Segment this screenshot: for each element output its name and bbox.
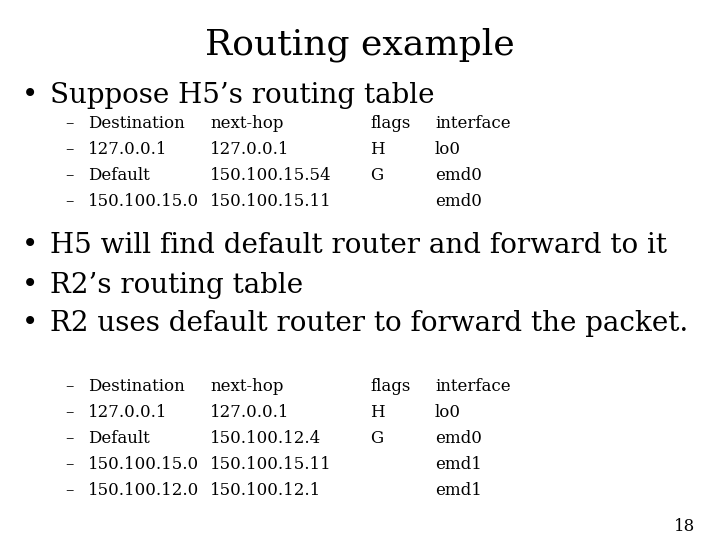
Text: Default: Default bbox=[88, 167, 150, 184]
Text: 150.100.12.1: 150.100.12.1 bbox=[210, 482, 321, 499]
Text: 127.0.0.1: 127.0.0.1 bbox=[88, 141, 168, 158]
Text: •: • bbox=[22, 310, 38, 337]
Text: –: – bbox=[65, 404, 73, 421]
Text: 127.0.0.1: 127.0.0.1 bbox=[210, 404, 289, 421]
Text: interface: interface bbox=[435, 115, 510, 132]
Text: 150.100.15.0: 150.100.15.0 bbox=[88, 456, 199, 473]
Text: lo0: lo0 bbox=[435, 404, 461, 421]
Text: Default: Default bbox=[88, 430, 150, 447]
Text: –: – bbox=[65, 456, 73, 473]
Text: Destination: Destination bbox=[88, 115, 185, 132]
Text: G: G bbox=[370, 167, 383, 184]
Text: next-hop: next-hop bbox=[210, 115, 284, 132]
Text: •: • bbox=[22, 82, 38, 109]
Text: flags: flags bbox=[370, 378, 410, 395]
Text: H: H bbox=[370, 404, 384, 421]
Text: 150.100.12.0: 150.100.12.0 bbox=[88, 482, 199, 499]
Text: •: • bbox=[22, 272, 38, 299]
Text: interface: interface bbox=[435, 378, 510, 395]
Text: Suppose H5’s routing table: Suppose H5’s routing table bbox=[50, 82, 434, 109]
Text: Routing example: Routing example bbox=[205, 28, 515, 63]
Text: next-hop: next-hop bbox=[210, 378, 284, 395]
Text: –: – bbox=[65, 378, 73, 395]
Text: –: – bbox=[65, 167, 73, 184]
Text: •: • bbox=[22, 232, 38, 259]
Text: R2’s routing table: R2’s routing table bbox=[50, 272, 303, 299]
Text: emd1: emd1 bbox=[435, 482, 482, 499]
Text: emd1: emd1 bbox=[435, 456, 482, 473]
Text: H5 will find default router and forward to it: H5 will find default router and forward … bbox=[50, 232, 667, 259]
Text: emd0: emd0 bbox=[435, 193, 482, 210]
Text: 127.0.0.1: 127.0.0.1 bbox=[210, 141, 289, 158]
Text: R2 uses default router to forward the packet.: R2 uses default router to forward the pa… bbox=[50, 310, 688, 337]
Text: 150.100.15.11: 150.100.15.11 bbox=[210, 193, 332, 210]
Text: –: – bbox=[65, 430, 73, 447]
Text: –: – bbox=[65, 482, 73, 499]
Text: 150.100.12.4: 150.100.12.4 bbox=[210, 430, 321, 447]
Text: Destination: Destination bbox=[88, 378, 185, 395]
Text: –: – bbox=[65, 193, 73, 210]
Text: 127.0.0.1: 127.0.0.1 bbox=[88, 404, 168, 421]
Text: H: H bbox=[370, 141, 384, 158]
Text: flags: flags bbox=[370, 115, 410, 132]
Text: 150.100.15.11: 150.100.15.11 bbox=[210, 456, 332, 473]
Text: –: – bbox=[65, 141, 73, 158]
Text: 150.100.15.54: 150.100.15.54 bbox=[210, 167, 332, 184]
Text: lo0: lo0 bbox=[435, 141, 461, 158]
Text: emd0: emd0 bbox=[435, 430, 482, 447]
Text: 150.100.15.0: 150.100.15.0 bbox=[88, 193, 199, 210]
Text: emd0: emd0 bbox=[435, 167, 482, 184]
Text: 18: 18 bbox=[674, 518, 695, 535]
Text: –: – bbox=[65, 115, 73, 132]
Text: G: G bbox=[370, 430, 383, 447]
